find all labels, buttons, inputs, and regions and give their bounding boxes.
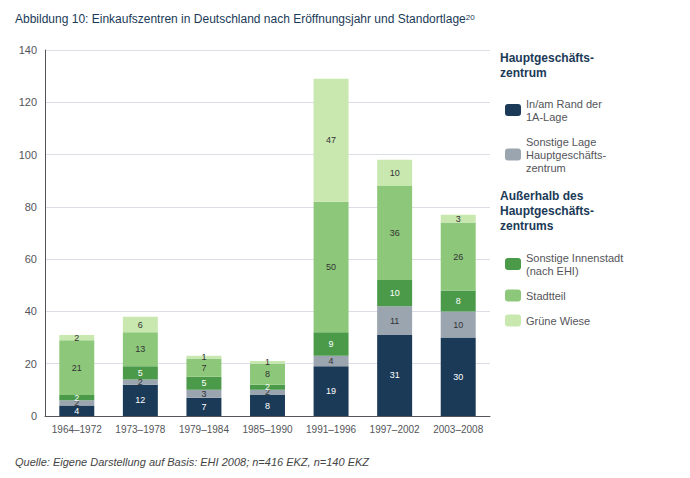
svg-text:2003–2008: 2003–2008 <box>433 424 483 435</box>
svg-text:11: 11 <box>390 316 399 326</box>
svg-text:1: 1 <box>201 352 206 362</box>
svg-text:Sonstige Innenstadt: Sonstige Innenstadt <box>526 252 623 264</box>
svg-text:19: 19 <box>326 386 336 396</box>
svg-text:In/am Rand der: In/am Rand der <box>526 98 602 110</box>
svg-text:9: 9 <box>329 339 334 349</box>
svg-text:1991–1996: 1991–1996 <box>306 424 356 435</box>
svg-text:31: 31 <box>390 370 400 380</box>
svg-text:Abbildung 10: Einkaufszentren: Abbildung 10: Einkaufszentren in Deutsch… <box>15 12 466 26</box>
svg-text:2: 2 <box>138 377 143 387</box>
svg-text:10: 10 <box>390 168 400 178</box>
svg-text:2: 2 <box>74 393 79 403</box>
svg-text:13: 13 <box>135 344 145 354</box>
svg-text:3: 3 <box>456 214 461 224</box>
svg-text:Stadtteil: Stadtteil <box>526 290 566 302</box>
svg-text:20: 20 <box>466 13 475 22</box>
svg-text:Quelle: Eigene Darstellung auf: Quelle: Eigene Darstellung auf Basis: EH… <box>15 456 370 468</box>
svg-text:4: 4 <box>329 356 334 366</box>
svg-text:5: 5 <box>201 378 206 388</box>
svg-text:8: 8 <box>265 369 270 379</box>
svg-text:5: 5 <box>138 368 143 378</box>
svg-text:10: 10 <box>390 288 400 298</box>
svg-text:1964–1972: 1964–1972 <box>52 424 102 435</box>
svg-text:30: 30 <box>453 372 463 382</box>
svg-text:1985–1990: 1985–1990 <box>242 424 292 435</box>
svg-text:Hauptgeschäfts-: Hauptgeschäfts- <box>526 149 606 161</box>
svg-text:80: 80 <box>25 201 37 213</box>
svg-text:(nach EHI): (nach EHI) <box>526 265 579 277</box>
svg-text:1A-Lage: 1A-Lage <box>526 111 568 123</box>
svg-text:Sonstige Lage: Sonstige Lage <box>526 136 596 148</box>
svg-text:12: 12 <box>135 395 145 405</box>
svg-text:1979–1984: 1979–1984 <box>179 424 229 435</box>
svg-text:zentrums: zentrums <box>500 219 554 233</box>
svg-text:4: 4 <box>74 405 80 416</box>
svg-text:7: 7 <box>201 363 206 373</box>
svg-text:120: 120 <box>19 96 37 108</box>
svg-text:47: 47 <box>326 135 336 145</box>
svg-text:100: 100 <box>19 149 37 161</box>
svg-text:2: 2 <box>74 333 79 343</box>
svg-text:8: 8 <box>265 401 270 411</box>
svg-text:Hauptgeschäfts-: Hauptgeschäfts- <box>500 51 594 65</box>
svg-text:40: 40 <box>25 305 37 317</box>
svg-text:Außerhalb des: Außerhalb des <box>500 189 584 203</box>
svg-text:1: 1 <box>265 357 270 367</box>
svg-text:3: 3 <box>201 389 206 399</box>
svg-text:1997–2002: 1997–2002 <box>370 424 420 435</box>
svg-text:2: 2 <box>265 382 270 392</box>
svg-text:1973–1978: 1973–1978 <box>115 424 165 435</box>
svg-text:26: 26 <box>453 252 463 262</box>
svg-text:36: 36 <box>390 228 400 238</box>
svg-text:Hauptgeschäfts-: Hauptgeschäfts- <box>500 204 594 218</box>
svg-text:7: 7 <box>201 402 206 412</box>
svg-text:21: 21 <box>72 363 82 373</box>
svg-text:zentrum: zentrum <box>500 66 547 80</box>
svg-text:60: 60 <box>25 253 37 265</box>
svg-text:0: 0 <box>31 410 37 422</box>
svg-text:zentrum: zentrum <box>526 162 566 174</box>
svg-text:20: 20 <box>25 358 37 370</box>
svg-text:Grüne Wiese: Grüne Wiese <box>526 315 590 327</box>
svg-text:140: 140 <box>19 44 37 56</box>
svg-text:50: 50 <box>326 262 336 272</box>
svg-text:8: 8 <box>456 296 461 306</box>
svg-text:10: 10 <box>453 320 463 330</box>
svg-text:2: 2 <box>265 387 270 398</box>
svg-text:6: 6 <box>138 320 143 330</box>
